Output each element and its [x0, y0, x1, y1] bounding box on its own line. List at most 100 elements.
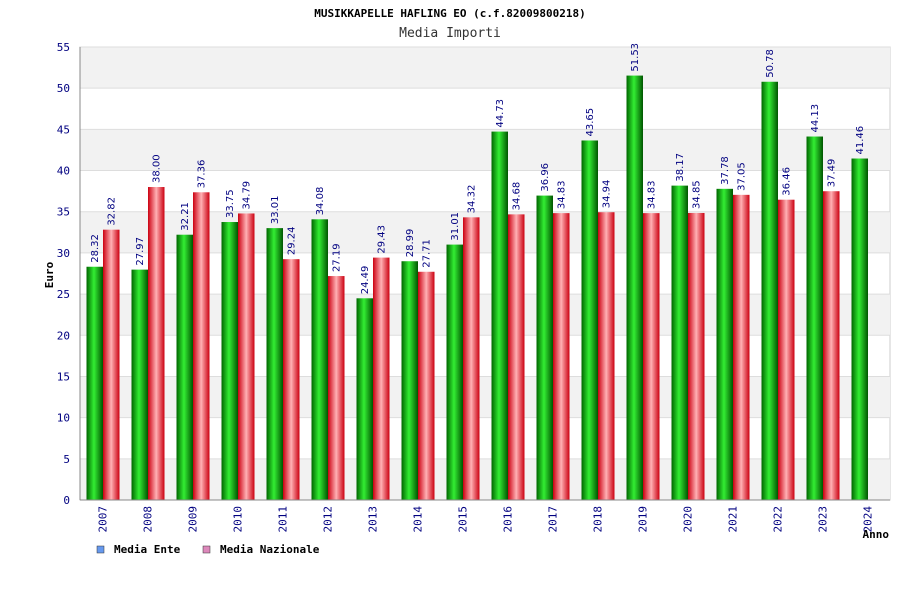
- y-tick-label: 20: [57, 329, 70, 342]
- y-tick-label: 5: [63, 453, 70, 466]
- y-tick-label: 50: [57, 82, 70, 95]
- bar-media-nazionale: [373, 257, 390, 500]
- chart-subtitle: Media Importi: [399, 26, 501, 41]
- bar-media-ente: [761, 81, 778, 501]
- value-label: 28.32: [90, 234, 101, 263]
- x-tick-label: 2015: [457, 506, 470, 533]
- grid-band: [80, 211, 890, 253]
- legend-label-media-ente: Media Ente: [114, 543, 181, 556]
- x-tick-label: 2009: [187, 506, 200, 533]
- bar-media-nazionale: [778, 199, 795, 500]
- bar-media-nazionale: [553, 213, 570, 501]
- value-label: 34.85: [692, 180, 703, 209]
- x-tick-label: 2023: [817, 506, 830, 533]
- grid-band: [80, 129, 890, 171]
- bar-media-nazionale: [823, 191, 840, 500]
- legend-label-media-nazionale: Media Nazionale: [220, 543, 320, 556]
- x-tick-label: 2010: [232, 506, 245, 533]
- y-tick-label: 55: [57, 41, 70, 54]
- y-axis-ticks: 0 5 10 15 20 25 30 35 40 45 50 55: [57, 41, 70, 507]
- bar-media-nazionale: [193, 192, 210, 500]
- value-label: 50.78: [765, 49, 776, 78]
- bar-media-ente: [446, 244, 463, 500]
- bar-media-nazionale: [688, 212, 705, 501]
- x-tick-label: 2021: [727, 506, 740, 533]
- bar-media-ente: [401, 261, 418, 500]
- bar-media-ente: [356, 298, 373, 500]
- x-tick-label: 2024: [862, 506, 875, 533]
- bar-media-nazionale: [733, 194, 750, 501]
- x-tick-label: 2019: [637, 506, 650, 533]
- x-axis-ticks: 2007 2008 2009 2010 2011 2012 2013 2014 2015 2016…: [97, 506, 875, 533]
- bar-media-nazionale: [643, 213, 660, 501]
- grid-band: [80, 294, 890, 336]
- value-labels: 28.32 32.82 27.97 38.00 32.21 37.36 33.75 34.79…: [90, 43, 866, 294]
- x-tick-label: 2020: [682, 506, 695, 533]
- value-label: 34.83: [557, 180, 568, 209]
- grid-band: [80, 376, 890, 418]
- bar-media-ente: [536, 195, 553, 501]
- y-tick-label: 15: [57, 370, 70, 383]
- bar-media-ente: [716, 188, 733, 500]
- x-tick-label: 2007: [97, 506, 110, 533]
- value-label: 32.21: [180, 202, 191, 231]
- value-label: 34.08: [315, 187, 326, 216]
- grid-band: [80, 47, 890, 89]
- value-label: 36.96: [540, 163, 551, 192]
- bar-media-ente: [806, 136, 823, 500]
- bar-media-nazionale: [328, 276, 345, 500]
- value-label: 34.79: [242, 181, 253, 210]
- x-tick-label: 2016: [502, 506, 515, 533]
- bar-media-ente: [221, 222, 238, 501]
- x-tick-label: 2013: [367, 506, 380, 533]
- y-tick-label: 25: [57, 288, 70, 301]
- value-label: 34.32: [467, 185, 478, 214]
- value-label: 33.75: [225, 189, 236, 218]
- bar-media-nazionale: [148, 187, 165, 500]
- value-label: 33.01: [270, 195, 281, 224]
- value-label: 43.65: [585, 108, 596, 137]
- chart-title: MUSIKKAPELLE HAFLING EO (c.f.82009800218…: [314, 7, 586, 20]
- value-label: 37.49: [827, 159, 838, 188]
- bar-media-ente: [311, 219, 328, 500]
- bar-media-ente: [581, 140, 598, 500]
- value-label: 27.97: [135, 237, 146, 266]
- legend: Media Ente Media Nazionale: [96, 543, 320, 556]
- value-label: 51.53: [630, 43, 641, 72]
- bar-media-nazionale: [463, 217, 480, 500]
- bars: [86, 75, 868, 501]
- x-tick-label: 2011: [277, 506, 290, 533]
- value-label: 38.17: [675, 153, 686, 182]
- y-tick-label: 45: [57, 123, 70, 136]
- y-tick-label: 35: [57, 206, 70, 219]
- plot-area: [79, 46, 891, 501]
- value-label: 24.49: [360, 266, 371, 295]
- x-tick-label: 2017: [547, 506, 560, 533]
- bar-media-ente: [671, 185, 688, 501]
- y-tick-label: 30: [57, 247, 70, 260]
- bar-media-nazionale: [238, 213, 255, 500]
- bar-media-nazionale: [508, 214, 525, 500]
- bar-media-ente: [131, 269, 148, 500]
- value-label: 28.99: [405, 229, 416, 258]
- value-label: 34.83: [647, 180, 658, 209]
- grid-band: [80, 458, 890, 500]
- value-label: 27.71: [422, 239, 433, 268]
- value-label: 37.05: [737, 162, 748, 191]
- x-tick-label: 2018: [592, 506, 605, 533]
- value-label: 41.46: [855, 126, 866, 155]
- x-tick-label: 2022: [772, 506, 785, 533]
- y-tick-label: 0: [63, 494, 70, 507]
- bar-media-nazionale: [418, 271, 435, 500]
- y-tick-label: 10: [57, 412, 70, 425]
- value-label: 37.78: [720, 156, 731, 185]
- bar-media-ente: [86, 266, 103, 500]
- x-tick-label: 2008: [142, 506, 155, 533]
- bar-media-ente: [626, 75, 643, 500]
- legend-swatch-media-ente: [96, 545, 105, 554]
- value-label: 32.82: [107, 197, 118, 226]
- value-label: 27.19: [332, 243, 343, 272]
- value-label: 44.13: [810, 104, 821, 133]
- value-label: 44.73: [495, 99, 506, 128]
